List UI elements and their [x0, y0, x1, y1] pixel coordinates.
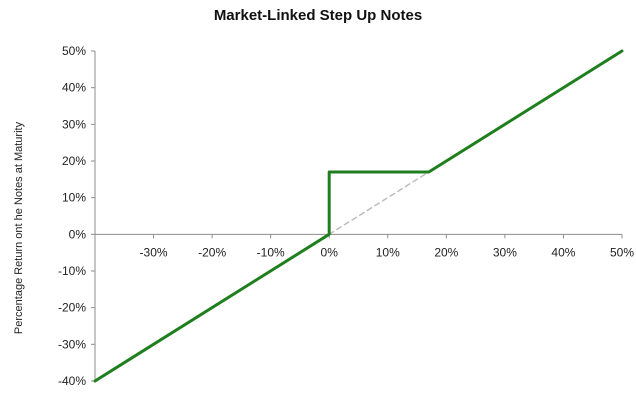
y-tick-label: -40%: [58, 374, 86, 388]
x-tick-label: 10%: [376, 245, 400, 259]
x-tick-label: 40%: [551, 245, 575, 259]
payoff-line: [93, 49, 624, 383]
x-tick-label: -20%: [198, 245, 226, 259]
x-tick-label: 30%: [493, 245, 517, 259]
x-tick-label: -10%: [257, 245, 285, 259]
x-tick-label: 50%: [610, 245, 634, 259]
y-tick-label: 10%: [62, 191, 86, 205]
y-axis-title: Percentage Return ont he Notes at Maturi…: [13, 121, 25, 334]
label-layer: 50% 40% 30% 20% 10% 0% -10% -20% -30% -40% -30% -20…: [13, 44, 634, 388]
x-tick-label: 0%: [321, 245, 339, 259]
reference-dashed-line: [328, 171, 430, 236]
series-layer: [93, 49, 624, 383]
y-tick-label: 50%: [62, 44, 86, 58]
chart-title: Market-Linked Step Up Notes: [213, 7, 423, 24]
y-tick-label: -20%: [58, 301, 86, 315]
y-tick-label: 30%: [62, 117, 86, 131]
y-tick-label: 20%: [62, 154, 86, 168]
y-tick-label: 0%: [69, 227, 87, 241]
y-tick-label: -30%: [58, 337, 86, 351]
x-tick-label: 20%: [434, 245, 458, 259]
y-tick-label: -10%: [58, 264, 86, 278]
axis-layer: [91, 50, 623, 382]
x-tick-label: -30%: [140, 245, 168, 259]
y-tick-label: 40%: [62, 81, 86, 95]
